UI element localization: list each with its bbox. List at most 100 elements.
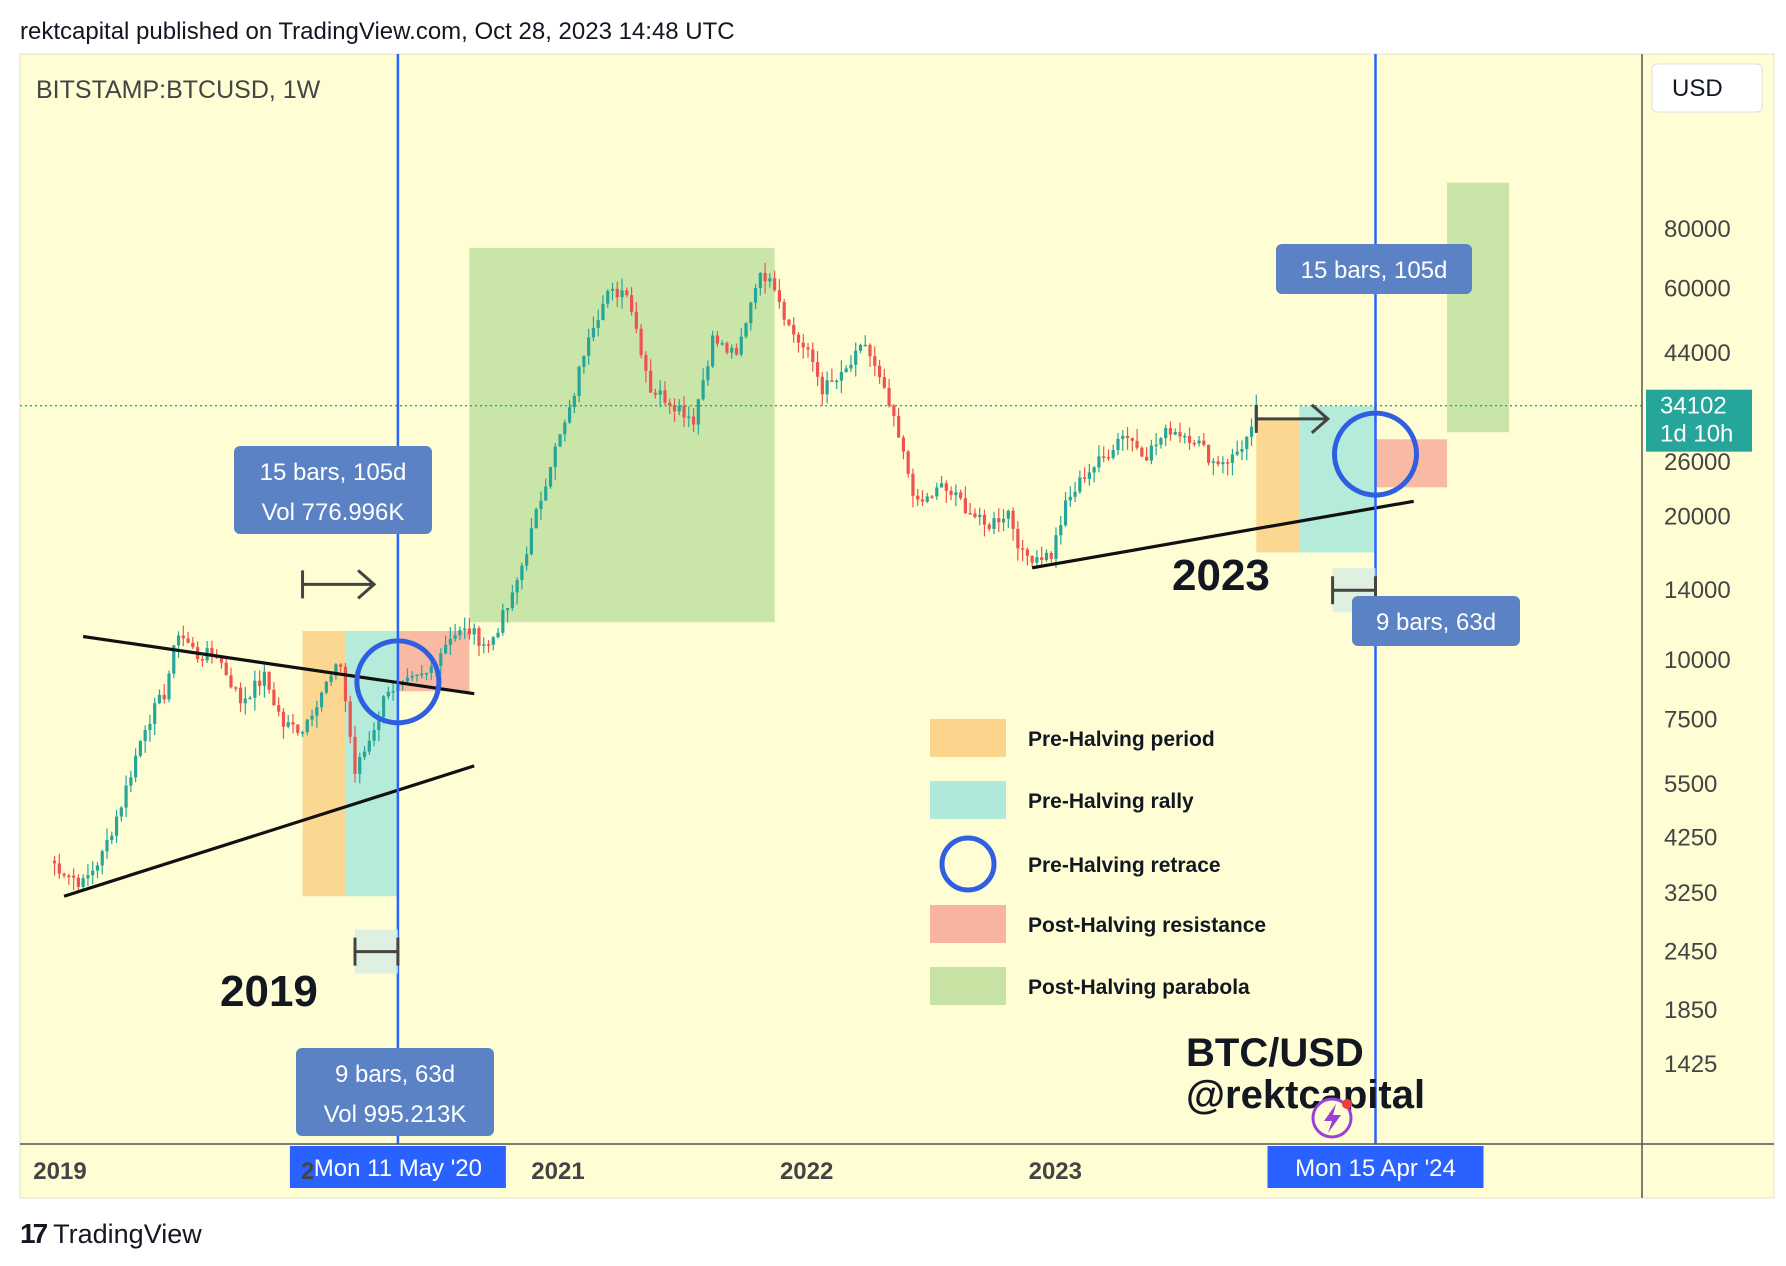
year-label-2019: 2019 xyxy=(220,967,318,1016)
candle-body xyxy=(1068,496,1072,501)
candle-body xyxy=(897,415,901,438)
candle-body xyxy=(525,554,529,566)
candle-body xyxy=(334,664,338,676)
time-tick-label: 2021 xyxy=(531,1158,584,1185)
measure-label-box xyxy=(296,1048,494,1136)
tradingview-branding[interactable]: 17 TradingView xyxy=(20,1218,202,1250)
candle-body xyxy=(672,405,677,412)
candle-body xyxy=(191,642,195,648)
candle-body xyxy=(668,402,672,406)
trend-line xyxy=(63,764,475,898)
candle-body xyxy=(510,592,514,609)
price-tick-label: 14000 xyxy=(1664,577,1731,604)
candle-body xyxy=(548,466,553,487)
candle-body xyxy=(1226,462,1230,464)
candle-body xyxy=(749,302,753,324)
candle-body xyxy=(706,366,710,381)
legend-swatch xyxy=(930,781,1006,819)
candle-body xyxy=(114,816,119,836)
post-halving-parabola-zone xyxy=(1447,182,1510,433)
candle-body xyxy=(715,335,720,344)
time-tick-label: 2019 xyxy=(33,1158,86,1185)
candle-body xyxy=(620,290,624,298)
candle-body xyxy=(649,370,653,393)
candle-body xyxy=(949,490,953,496)
candle-body xyxy=(153,703,157,724)
candle-body xyxy=(1207,444,1211,463)
candle-body xyxy=(453,635,457,639)
candle-body xyxy=(773,278,777,291)
candle-body xyxy=(787,319,791,325)
candle-body xyxy=(234,687,238,689)
candle-body xyxy=(1192,442,1196,445)
candle-body xyxy=(296,724,300,733)
candle-body xyxy=(381,696,386,718)
candle-body xyxy=(677,405,681,412)
measure-label: 9 bars, 63d xyxy=(1376,609,1496,636)
candle-body xyxy=(1016,528,1020,549)
candle-body xyxy=(253,680,257,698)
candle-body xyxy=(1087,472,1091,479)
candle-body xyxy=(978,514,982,518)
candle-body xyxy=(1073,491,1077,497)
candle-body xyxy=(701,380,705,400)
candle-body xyxy=(486,644,491,646)
candle-body xyxy=(1106,456,1111,459)
legend-swatch xyxy=(930,967,1006,1005)
candle-body xyxy=(477,628,481,646)
price-tick-label: 26000 xyxy=(1664,449,1731,476)
candle-body xyxy=(124,785,128,808)
candle-body xyxy=(324,681,328,693)
time-tick-label-partial: 2 xyxy=(301,1158,314,1185)
halving-date-label: Mon 15 Apr '24 xyxy=(1295,1155,1456,1182)
candle-body xyxy=(1187,435,1192,443)
candle-body xyxy=(1125,435,1130,439)
candle-body xyxy=(858,344,863,351)
candle-body xyxy=(100,851,104,866)
time-tick-label: 2023 xyxy=(1029,1158,1082,1185)
pre-halving-rally-zone xyxy=(1299,406,1376,553)
candle-body xyxy=(62,873,66,876)
candle-body xyxy=(830,380,834,382)
candle-body xyxy=(682,405,686,418)
candle-body xyxy=(243,698,247,704)
currency-button[interactable] xyxy=(1651,63,1763,113)
candle-body xyxy=(119,807,123,817)
candle-body xyxy=(1083,477,1087,479)
candle-body xyxy=(801,342,805,348)
currency-label: USD xyxy=(1672,75,1723,102)
candle-body xyxy=(854,350,858,365)
candle-body xyxy=(806,347,810,350)
candle-body xyxy=(1121,435,1125,439)
candle-body xyxy=(887,387,891,406)
candle-body xyxy=(320,692,324,708)
legend-label: Post-Halving parabola xyxy=(1028,976,1250,999)
halving-date-tag xyxy=(1267,1146,1484,1188)
candle-body xyxy=(1078,477,1082,492)
candle-body xyxy=(653,392,658,395)
tradingview-logo-icon: 17 xyxy=(20,1218,48,1249)
candle-body xyxy=(405,677,410,682)
measure-label-box xyxy=(234,446,432,534)
measure-label-box xyxy=(1352,596,1520,646)
price-tick-label: 2450 xyxy=(1664,939,1717,966)
candle-body xyxy=(143,729,147,742)
candle-body xyxy=(277,705,281,712)
candle-body xyxy=(591,327,596,338)
publish-info: rektcapital published on TradingView.com… xyxy=(20,18,735,45)
candle-body xyxy=(539,500,543,510)
candle-body xyxy=(587,337,591,356)
price-tick-label: 1425 xyxy=(1664,1051,1717,1078)
candle-body xyxy=(358,757,362,774)
candle-body xyxy=(1145,456,1149,461)
candle-body xyxy=(1130,438,1134,441)
candle-body xyxy=(567,407,572,423)
price-tick-label: 3250 xyxy=(1664,880,1717,907)
lightning-icon xyxy=(1311,1097,1353,1139)
candle-body xyxy=(968,513,972,515)
candle-body xyxy=(644,355,648,371)
candle-body xyxy=(181,635,185,639)
candle-body xyxy=(463,628,467,631)
candle-body xyxy=(515,580,519,593)
